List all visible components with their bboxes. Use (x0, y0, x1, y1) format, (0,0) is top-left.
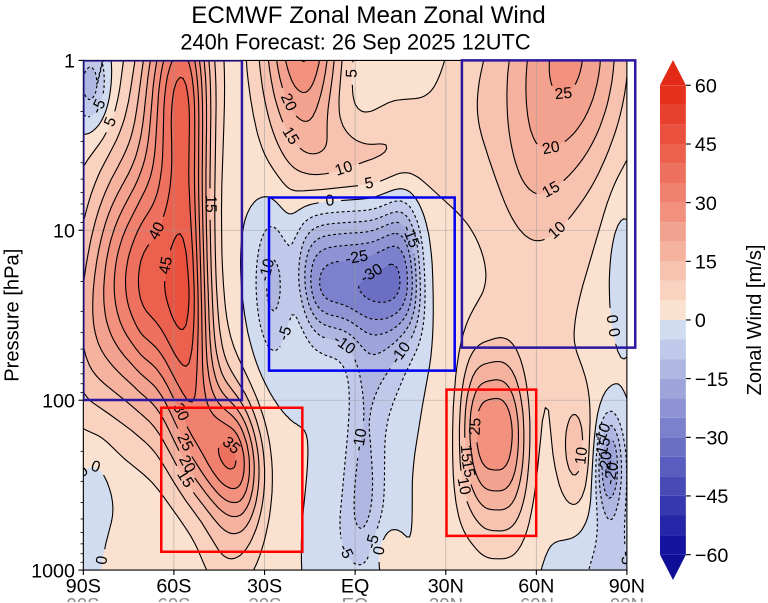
svg-text:Pressure [hPa]: Pressure [hPa] (2, 249, 24, 382)
svg-text:240h Forecast: 26 Sep 2025 12U: 240h Forecast: 26 Sep 2025 12UTC (180, 30, 530, 55)
svg-text:25: 25 (554, 85, 573, 104)
svg-text:-20: -20 (602, 461, 622, 486)
svg-text:Zonal Wind [m/s]: Zonal Wind [m/s] (744, 244, 766, 395)
svg-text:25: 25 (467, 417, 485, 436)
svg-text:25: 25 (173, 431, 196, 454)
svg-text:0: 0 (325, 192, 336, 210)
svg-text:60S: 60S (156, 576, 191, 598)
svg-text:-5: -5 (617, 550, 635, 565)
svg-text:60: 60 (695, 75, 717, 97)
svg-text:1000: 1000 (31, 560, 75, 582)
svg-text:EQ: EQ (341, 576, 370, 598)
svg-text:15: 15 (457, 444, 475, 463)
svg-text:0: 0 (603, 314, 621, 325)
svg-text:-5: -5 (88, 96, 109, 116)
svg-text:30: 30 (695, 193, 717, 215)
svg-text:10: 10 (454, 476, 474, 497)
svg-text:−30: −30 (695, 427, 728, 449)
svg-text:ECMWF Zonal Mean Zonal Wind: ECMWF Zonal Mean Zonal Wind (191, 2, 545, 29)
svg-text:15: 15 (695, 251, 717, 273)
svg-text:90N: 90N (609, 576, 645, 598)
svg-text:15: 15 (458, 459, 478, 480)
svg-text:60N: 60N (518, 576, 554, 598)
svg-text:0: 0 (371, 545, 389, 557)
svg-text:0: 0 (74, 462, 92, 481)
svg-text:40: 40 (145, 219, 168, 243)
svg-text:10: 10 (333, 158, 355, 180)
svg-text:−15: −15 (695, 369, 728, 391)
svg-text:30N: 30N (428, 576, 464, 598)
svg-text:-20: -20 (597, 450, 616, 474)
svg-text:5: 5 (344, 69, 361, 78)
svg-text:-25: -25 (344, 247, 370, 268)
svg-text:−45: −45 (695, 486, 728, 508)
svg-text:-10: -10 (350, 427, 371, 452)
svg-text:45: 45 (156, 255, 176, 276)
svg-text:0: 0 (695, 310, 706, 332)
svg-text:1: 1 (64, 50, 75, 72)
svg-text:10: 10 (53, 220, 75, 242)
svg-text:20: 20 (175, 453, 199, 477)
svg-text:30: 30 (169, 401, 192, 424)
svg-text:5: 5 (363, 174, 375, 192)
svg-text:−60: −60 (695, 545, 728, 567)
svg-text:100: 100 (42, 390, 75, 412)
svg-text:20: 20 (541, 138, 562, 158)
svg-text:15: 15 (202, 195, 219, 213)
svg-text:-5: -5 (275, 324, 296, 343)
svg-text:20: 20 (277, 91, 300, 114)
svg-text:0: 0 (93, 555, 111, 566)
svg-text:90S: 90S (66, 576, 101, 598)
svg-text:10: 10 (572, 446, 591, 466)
svg-text:-15: -15 (592, 435, 614, 462)
svg-text:15: 15 (539, 178, 563, 201)
svg-text:30S: 30S (247, 576, 282, 598)
svg-text:0: 0 (604, 327, 622, 339)
svg-text:-10: -10 (256, 257, 278, 284)
svg-text:-5: -5 (363, 532, 383, 550)
svg-text:45: 45 (695, 134, 717, 156)
svg-text:15: 15 (173, 467, 197, 491)
svg-text:-5: -5 (335, 542, 356, 562)
svg-text:15: 15 (279, 124, 303, 148)
